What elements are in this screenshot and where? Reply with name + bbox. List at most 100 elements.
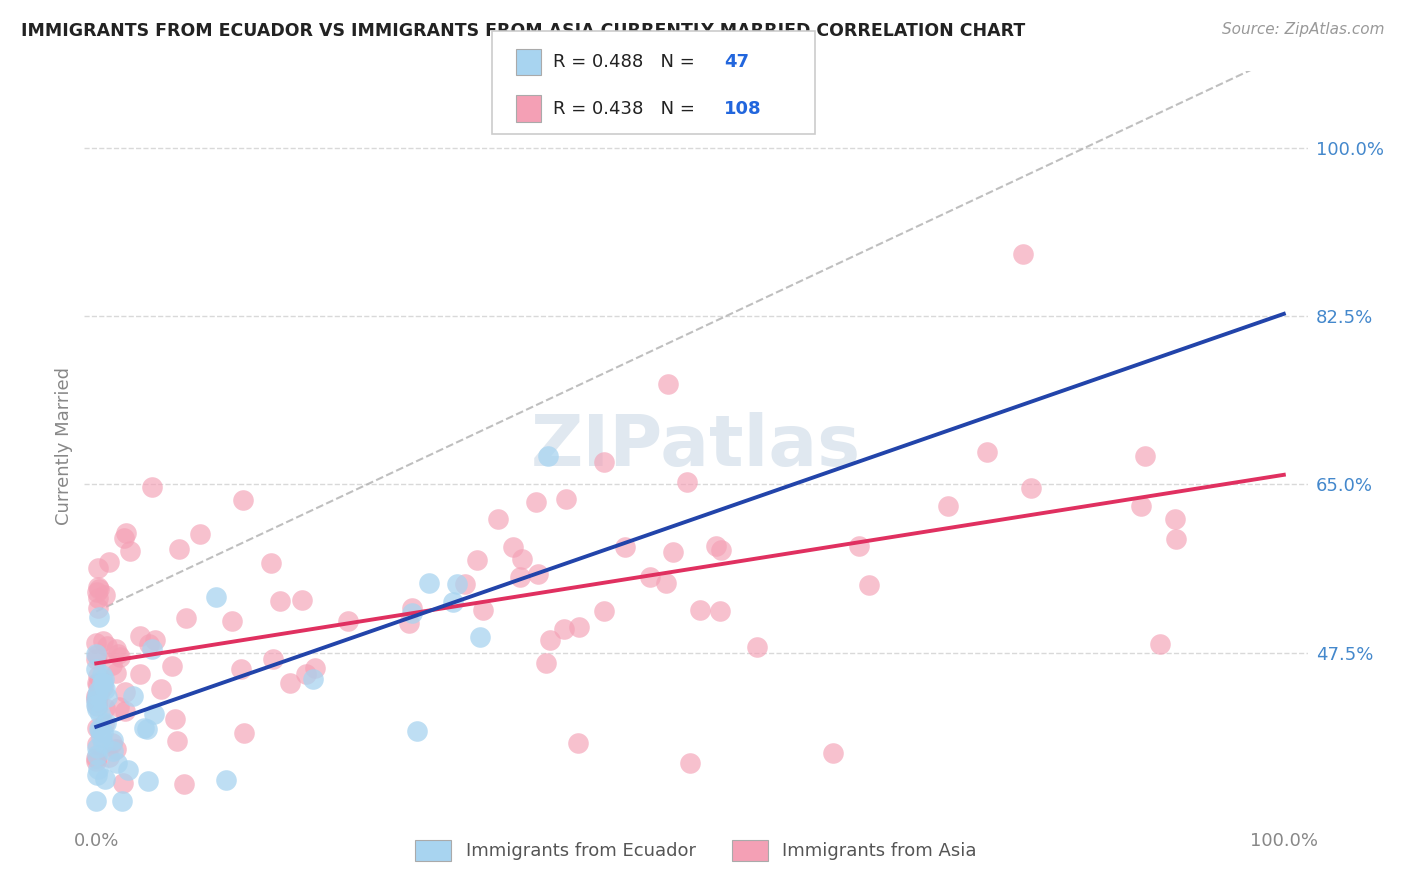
Point — [96, 716, 118, 731]
Point — [128, 629, 150, 643]
Point — [86, 740, 108, 755]
Point — [86, 722, 108, 736]
Point — [87, 683, 110, 698]
Point — [111, 776, 134, 790]
Point — [295, 667, 318, 681]
Point — [655, 576, 678, 591]
Point — [86, 584, 108, 599]
Point — [446, 577, 468, 591]
Point — [260, 556, 283, 570]
Point — [114, 704, 136, 718]
Point — [114, 526, 136, 541]
Point — [87, 581, 110, 595]
Point — [86, 635, 108, 649]
Point — [87, 591, 110, 605]
Point — [337, 614, 360, 628]
Point — [84, 652, 107, 666]
Point — [98, 749, 121, 764]
Point — [112, 531, 135, 545]
Text: IMMIGRANTS FROM ECUADOR VS IMMIGRANTS FROM ASIA CURRENTLY MARRIED CORRELATION CH: IMMIGRANTS FROM ECUADOR VS IMMIGRANTS FR… — [21, 22, 1025, 40]
Point — [87, 762, 110, 776]
Point — [94, 772, 117, 786]
Text: R = 0.438   N =: R = 0.438 N = — [553, 100, 700, 118]
Point — [486, 512, 509, 526]
Point — [84, 751, 107, 765]
Point — [86, 695, 108, 709]
Point — [94, 681, 117, 696]
Point — [101, 743, 124, 757]
Point — [689, 603, 711, 617]
Point — [662, 545, 685, 559]
Point — [86, 747, 108, 762]
Point — [108, 700, 131, 714]
Point — [538, 633, 561, 648]
Point — [86, 737, 108, 751]
Point — [91, 633, 114, 648]
Point — [709, 604, 731, 618]
Point — [132, 722, 155, 736]
Point — [1133, 450, 1156, 464]
Point — [592, 604, 614, 618]
Point — [441, 595, 464, 609]
Point — [104, 642, 127, 657]
Point — [91, 736, 114, 750]
Point — [302, 672, 325, 686]
Point — [104, 666, 127, 681]
Point — [87, 688, 110, 702]
Point — [98, 555, 121, 569]
Point — [91, 668, 114, 682]
Point — [87, 610, 110, 624]
Point — [468, 630, 491, 644]
Point — [614, 541, 637, 555]
Text: R = 0.488   N =: R = 0.488 N = — [553, 53, 700, 70]
Point — [270, 594, 292, 608]
Point — [87, 601, 110, 615]
Point — [858, 578, 880, 592]
Point — [536, 449, 558, 463]
Point — [166, 734, 188, 748]
Point — [465, 552, 488, 566]
Point — [821, 747, 844, 761]
Point — [89, 706, 111, 721]
Point — [554, 492, 576, 507]
Y-axis label: Currently Married: Currently Married — [55, 367, 73, 525]
Point — [84, 794, 107, 808]
Point — [89, 723, 111, 737]
Point — [93, 717, 115, 731]
Point — [290, 593, 312, 607]
Point — [679, 756, 702, 770]
Point — [136, 774, 159, 789]
Point — [534, 656, 557, 670]
Point — [91, 675, 114, 690]
Point — [122, 689, 145, 703]
Point — [1149, 637, 1171, 651]
Point — [401, 601, 423, 615]
Point — [472, 603, 495, 617]
Point — [527, 567, 550, 582]
Point — [204, 590, 226, 604]
Point — [262, 652, 284, 666]
Point — [510, 551, 533, 566]
Point — [89, 722, 111, 736]
Point — [232, 726, 254, 740]
Point — [86, 561, 108, 575]
Point — [398, 616, 420, 631]
Point — [114, 685, 136, 699]
Point — [657, 377, 679, 392]
Point — [86, 648, 108, 662]
Point — [96, 640, 118, 654]
Point — [509, 570, 531, 584]
Point — [706, 539, 728, 553]
Text: ZIPatlas: ZIPatlas — [531, 411, 860, 481]
Point — [105, 756, 128, 771]
Point — [91, 680, 114, 694]
Point — [93, 672, 115, 686]
Point — [104, 742, 127, 756]
Point — [86, 702, 108, 716]
Point — [1166, 532, 1188, 546]
Point — [94, 701, 117, 715]
Point — [91, 724, 114, 739]
Point — [138, 637, 160, 651]
Point — [568, 620, 591, 634]
Point — [94, 588, 117, 602]
